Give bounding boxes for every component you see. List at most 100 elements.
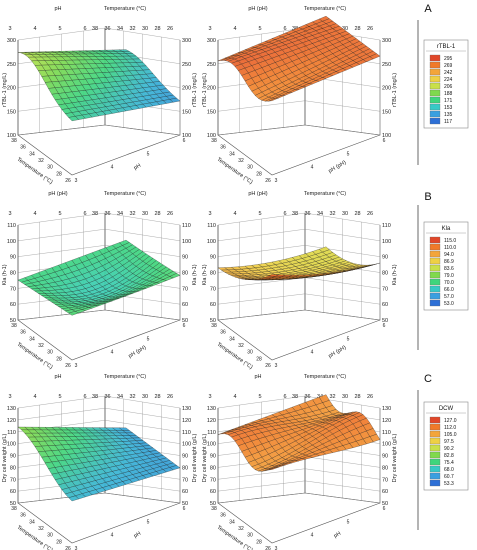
z-gridline [17,124,181,136]
x-tick-label: 34 [229,519,235,525]
x-tick-label: 30 [247,165,253,171]
legend-tick-label: 83.6 [444,266,454,272]
y-tick-label: 6 [183,323,186,329]
y-tick-label: 4 [311,350,314,356]
top-tick-label: 32 [129,394,135,400]
z-tick-label-right: 120 [382,418,391,424]
legend-tick-label: 153 [444,105,453,111]
x-tick-label: 32 [38,526,44,532]
top-label-temperature: Temperature (°C) [304,6,346,12]
legend-swatch [429,271,441,279]
z-tick-label-right: 60 [382,302,388,308]
z-tick-label-right: 80 [382,271,388,277]
z-tick-label-right: 130 [382,406,391,412]
z-tick-label-left: 100 [207,442,216,448]
surface-mesh [17,49,181,122]
x-tick-label: 34 [229,336,235,342]
top-tick-label: 3 [8,26,11,32]
legend-swatch [429,54,441,62]
z-axis-title-left: rTBL-1 (mg/L) [2,73,8,107]
x-tick-label: 32 [238,343,244,349]
y-tick-label: 5 [347,151,350,157]
z-tick-label-left: 50 [210,318,216,324]
legend-tick-label: 117 [444,119,452,125]
z-tick-label-right: 90 [182,454,188,460]
z-axis-title-right: rTBL-1 (mg/L) [392,73,398,107]
legend-swatch [429,451,441,459]
z-tick-label-right: 110 [182,223,191,229]
x-tick-label: 36 [20,145,26,151]
legend-tick-label: 206 [444,84,453,90]
top-label-temperature: Temperature (°C) [304,374,346,380]
top-tick-label: 26 [367,211,373,217]
y-tick-label: 3 [275,546,278,550]
z-tick-label-left: 200 [7,86,16,92]
z-tick-label-left: 130 [207,406,216,412]
z-tick-label-left: 60 [210,302,216,308]
z-gridline [17,228,181,242]
top-label-temperature: Temperature (°C) [104,374,146,380]
legend-tick-label: 86.9 [444,259,454,265]
z-tick-label-left: 120 [7,418,16,424]
z-axis-title-left: Dry cell weight (g/L) [2,434,8,483]
surface-mesh [17,426,181,502]
legend-tick-label: 97.5 [444,439,454,445]
surface-plot-c-right: 130 130 120 120 110 110 100 100 90 90 80 80 70 70 60 60… [202,374,398,550]
legend-tick-label: 224 [444,77,453,83]
z-tick-label-right: 100 [382,239,391,245]
legend-swatch [429,103,441,111]
legend-tick-label: 53.3 [444,481,454,487]
legend-swatch [429,416,441,424]
top-tick-label: 26 [367,394,373,400]
top-tick-label: 36 [104,394,110,400]
z-tick-label-right: 90 [382,454,388,460]
top-tick-label: 32 [129,211,135,217]
legend-swatch [429,68,441,76]
top-tick-label: 3 [208,211,211,217]
z-tick-label-right: 250 [382,62,391,68]
z-tick-label-left: 100 [207,133,216,139]
z-tick-label-right: 80 [382,465,388,471]
y-tick-label: 5 [147,151,150,157]
legend-swatch [429,264,441,272]
color-legend-1: Kla 115.0110.094.086.983.679.070.066.057.… [423,221,469,311]
y-tick-label: 5 [347,519,350,525]
x-tick-label: 34 [229,151,235,157]
top-label-ph: pH [54,6,61,12]
top-tick-label: 32 [329,211,335,217]
y-tick-label: 4 [111,165,114,171]
z-tick-label-left: 60 [210,489,216,495]
z-axis-title-left: Dry cell weight (g/L) [202,434,208,483]
top-tick-label: 26 [167,211,173,217]
top-tick-label: 36 [104,211,110,217]
z-tick-label-left: 110 [7,223,16,229]
z-tick-label-left: 100 [207,239,216,245]
y-tick-label: 5 [147,519,150,525]
legend-swatch [429,61,441,69]
y-tick-label: 5 [347,336,350,342]
x-tick-label: 38 [11,138,17,144]
top-tick-label: 30 [142,211,148,217]
top-tick-label: 30 [142,394,148,400]
z-tick-label-left: 300 [7,38,16,44]
z-gridline [17,395,181,409]
z-tick-label-left: 80 [10,465,16,471]
x-tick-label: 38 [211,138,217,144]
top-tick-label: 38 [92,394,98,400]
z-gridline [217,293,381,305]
legend-swatch [429,285,441,293]
top-label-temperature: Temperature (°C) [104,6,146,12]
x-tick-label: 30 [247,533,253,539]
z-tick-label-left: 300 [207,38,216,44]
top-tick-label: 5 [258,394,261,400]
legend-swatch [429,278,441,286]
legend-tick-label: 105.0 [444,432,457,438]
z-gridline [17,245,181,257]
top-tick-label: 28 [354,394,360,400]
z-gridline [217,492,381,504]
top-tick-label: 6 [283,211,286,217]
y-tick-label: 4 [311,533,314,539]
y-axis-title: pH [133,531,142,540]
z-tick-label-right: 60 [382,489,388,495]
y-tick-label: 5 [147,336,150,342]
